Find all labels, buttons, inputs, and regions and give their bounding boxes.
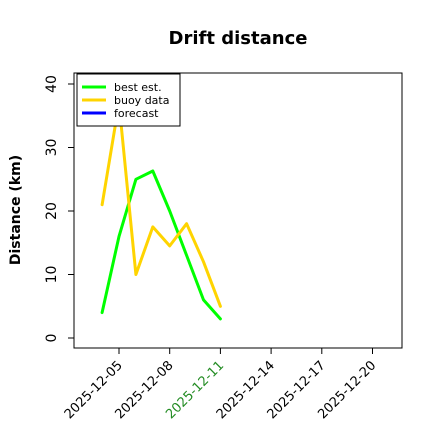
legend-box xyxy=(76,73,181,127)
y-tick-label: 40 xyxy=(44,75,60,93)
y-tick-label: 20 xyxy=(44,202,60,220)
chart-title: Drift distance xyxy=(169,28,308,49)
y-tick-label: 30 xyxy=(44,139,60,157)
legend-label: buoy data xyxy=(114,94,169,107)
series-line-buoy-data xyxy=(100,101,222,308)
y-axis: 0 10 20 30 40 xyxy=(44,75,74,342)
y-axis-label: Distance (km) xyxy=(8,155,24,265)
series-layer xyxy=(100,101,222,321)
series-line-best-est- xyxy=(100,169,222,321)
legend-label: best est. xyxy=(114,81,162,94)
y-tick-label: 0 xyxy=(44,334,60,343)
y-tick-label: 10 xyxy=(44,266,60,284)
legend-label: forecast xyxy=(114,107,159,120)
x-axis: 2025-12-052025-12-082025-12-112025-12-14… xyxy=(62,348,379,422)
